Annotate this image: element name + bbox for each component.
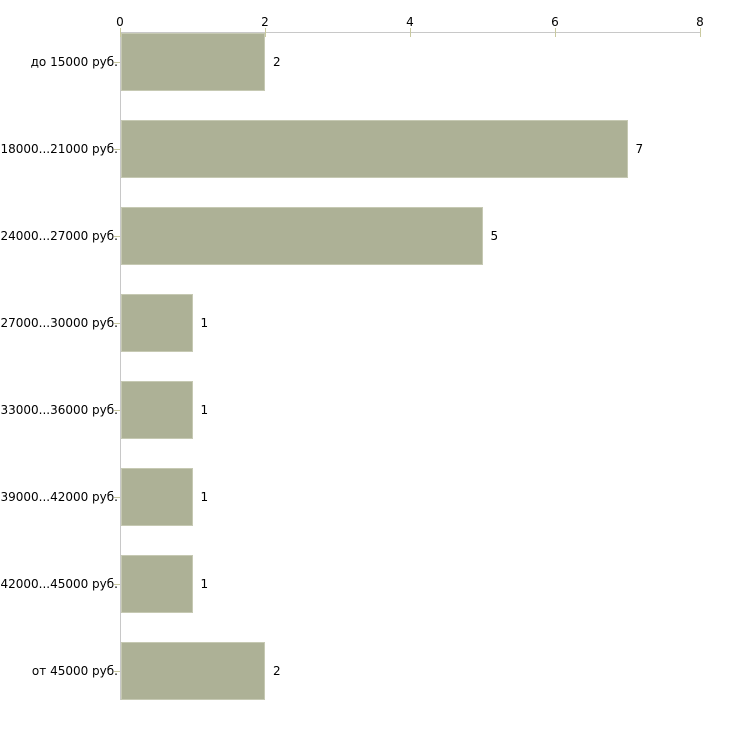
bar: [121, 120, 628, 178]
category-label: до 15000 руб.: [30, 55, 118, 69]
bar-value-label: 1: [200, 403, 209, 417]
x-axis-tick-label: 6: [551, 15, 559, 29]
bar: [121, 33, 265, 91]
y-axis-tick-mark: [114, 322, 120, 324]
bar-value-label: 1: [200, 577, 209, 591]
bar: [121, 555, 193, 613]
category-label: 18000...21000 руб.: [0, 142, 118, 156]
bar: [121, 381, 193, 439]
bar-value-label: 1: [200, 490, 209, 504]
category-label: 33000...36000 руб.: [0, 403, 118, 417]
bar: [121, 294, 193, 352]
bar-value-label: 7: [635, 142, 644, 156]
category-label: 39000...42000 руб.: [0, 490, 118, 504]
y-axis-tick-mark: [114, 496, 120, 498]
bar-value-label: 2: [273, 55, 281, 69]
y-axis-tick-mark: [114, 409, 120, 411]
x-axis-tick-label: 8: [696, 15, 704, 29]
y-axis-tick-mark: [114, 61, 120, 63]
x-axis-tick-mark: [410, 28, 411, 37]
x-axis-tick-label: 2: [261, 15, 269, 29]
category-label: 42000...45000 руб.: [0, 577, 118, 591]
category-label: 24000...27000 руб.: [0, 229, 118, 243]
y-axis-tick-mark: [114, 235, 120, 237]
x-axis-tick-mark: [700, 28, 701, 37]
bar-value-label: 1: [200, 316, 209, 330]
x-axis-tick-mark: [120, 28, 121, 37]
y-axis-line: [120, 32, 121, 700]
category-label: 27000...30000 руб.: [0, 316, 118, 330]
y-axis-tick-mark: [114, 583, 120, 585]
y-axis-tick-mark: [114, 670, 120, 672]
x-axis-tick-label: 4: [406, 15, 414, 29]
bar: [121, 642, 265, 700]
x-axis-tick-label: 0: [116, 15, 124, 29]
y-axis-tick-mark: [114, 148, 120, 150]
x-axis-tick-mark: [265, 28, 266, 37]
bar: [121, 468, 193, 526]
category-label: от 45000 руб.: [31, 664, 118, 678]
bar-value-label: 2: [273, 664, 281, 678]
bar-value-label: 5: [490, 229, 499, 243]
x-axis-tick-mark: [555, 28, 556, 37]
bar: [121, 207, 483, 265]
